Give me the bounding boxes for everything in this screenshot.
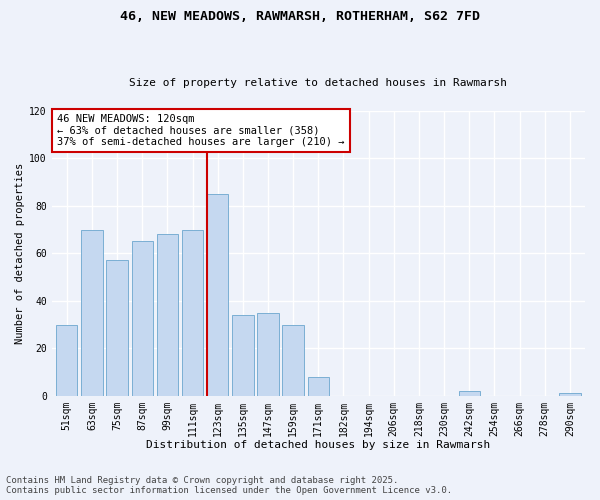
Bar [81,230,103,396]
Bar [56,324,77,396]
Title: Size of property relative to detached houses in Rawmarsh: Size of property relative to detached ho… [130,78,508,88]
Text: Contains HM Land Registry data © Crown copyright and database right 2025.
Contai: Contains HM Land Registry data © Crown c… [6,476,452,495]
Text: 46, NEW MEADOWS, RAWMARSH, ROTHERHAM, S62 7FD: 46, NEW MEADOWS, RAWMARSH, ROTHERHAM, S6… [120,10,480,23]
X-axis label: Distribution of detached houses by size in Rawmarsh: Distribution of detached houses by size … [146,440,490,450]
Y-axis label: Number of detached properties: Number of detached properties [15,162,25,344]
Bar [308,376,329,396]
Bar [257,312,279,396]
Bar [157,234,178,396]
Bar [182,230,203,396]
Bar [232,315,254,396]
Bar [131,242,153,396]
Text: 46 NEW MEADOWS: 120sqm
← 63% of detached houses are smaller (358)
37% of semi-de: 46 NEW MEADOWS: 120sqm ← 63% of detached… [57,114,344,147]
Bar [283,324,304,396]
Bar [559,394,581,396]
Bar [458,391,480,396]
Bar [106,260,128,396]
Bar [207,194,229,396]
